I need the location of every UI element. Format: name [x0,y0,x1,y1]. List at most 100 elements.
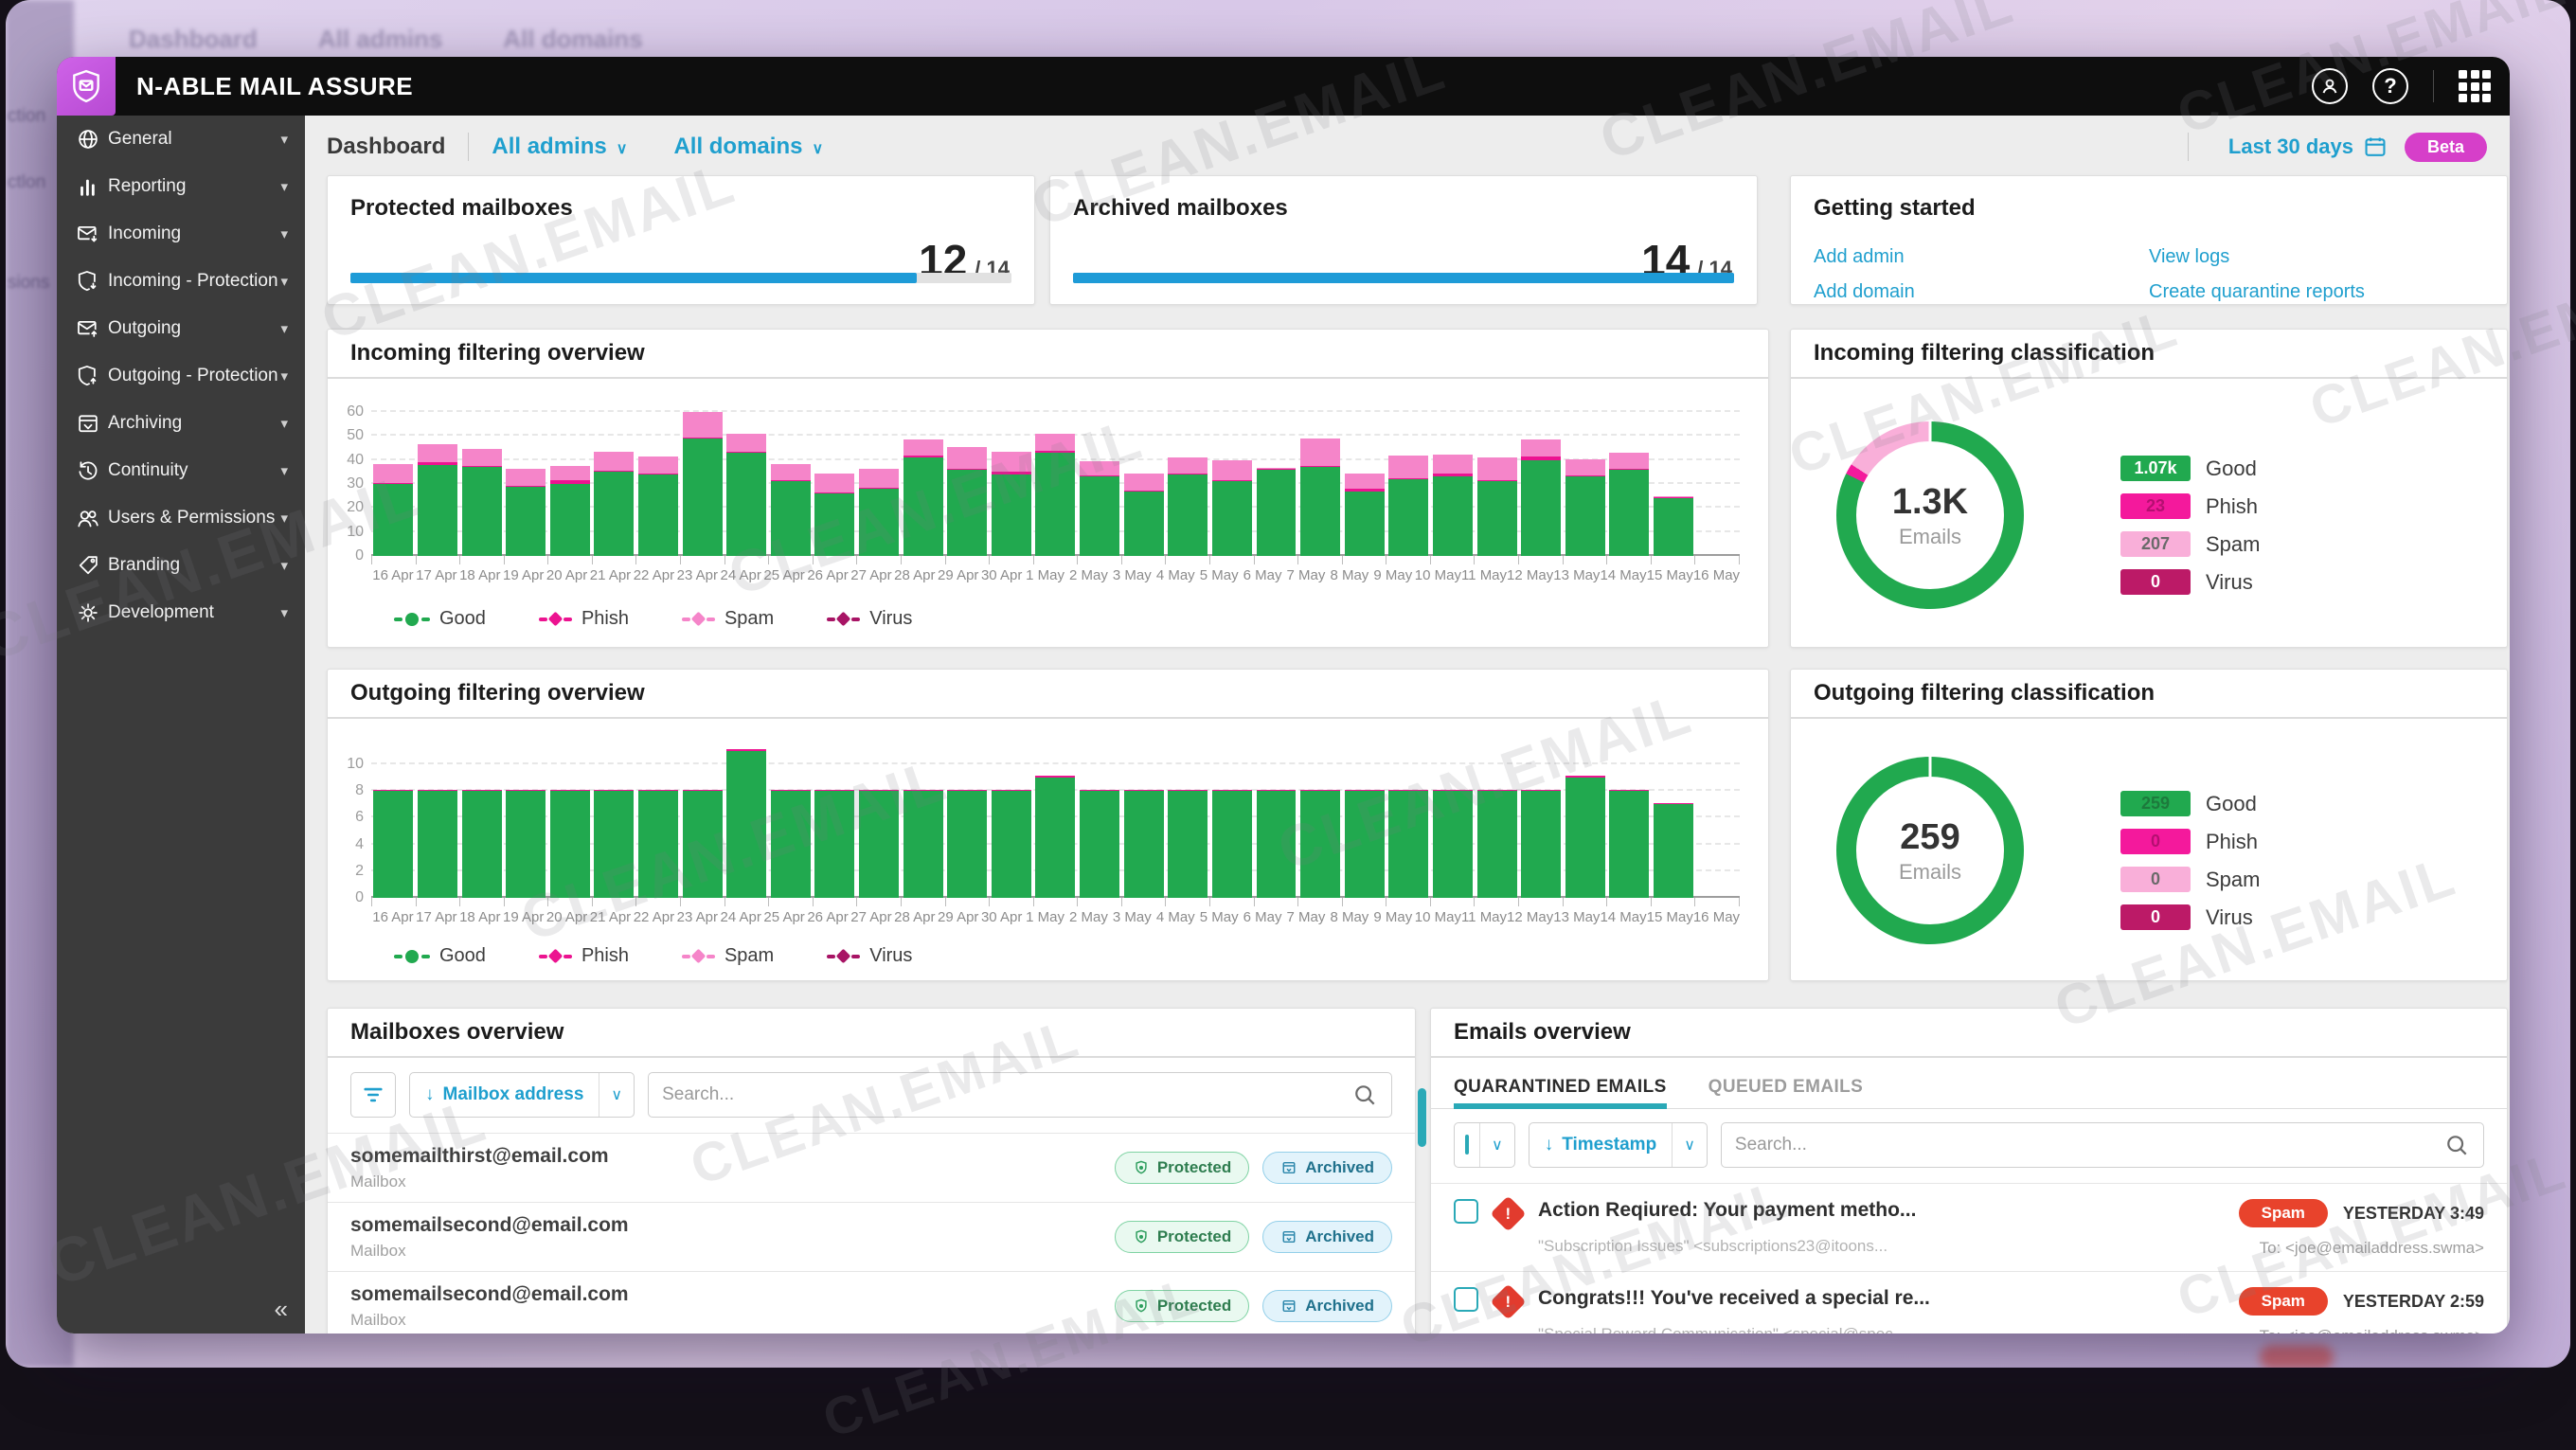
bar-segment-good [726,453,766,556]
bar-segment-phish [1345,489,1385,492]
getting-started-link[interactable]: View logs [2149,246,2484,268]
sidebar-item-outgoing-protection[interactable]: Outgoing - Protection▾ [57,352,305,400]
domain-filter-dropdown[interactable]: All domains∨ [673,134,823,160]
date-range-picker[interactable]: Last 30 days [2228,134,2388,159]
x-tick-label: 13 May [1553,567,1600,583]
y-tick-label: 0 [330,547,364,564]
chevron-down-icon[interactable]: ∨ [599,1073,634,1117]
bar-segment-good [550,791,590,898]
bar-segment-spam [903,439,943,455]
getting-started-card: Getting started Add adminAdd domain View… [1790,175,2508,305]
mailbox-address: somemailsecond@email.com [350,1214,629,1237]
bar-segment-spam [771,464,811,481]
bar-segment-phish [992,472,1031,474]
search-icon[interactable] [1352,1083,1378,1108]
warning-diamond-icon: ! [1490,1195,1526,1231]
mailbox-search-input[interactable] [662,1084,1352,1105]
select-all-checkbox[interactable] [1465,1135,1469,1155]
bar-segment-phish [947,790,987,792]
email-checkbox[interactable] [1454,1287,1478,1312]
sidebar-item-development[interactable]: Development▾ [57,589,305,636]
sidebar-item-continuity[interactable]: Continuity▾ [57,447,305,494]
help-icon[interactable]: ? [2372,68,2408,104]
bar-4-may [1166,764,1210,898]
chevron-down-icon[interactable]: ∨ [1479,1123,1514,1167]
x-tick-label: 24 Apr [719,909,762,925]
donut-total-label: Emails [1899,860,1961,885]
bar-segment-spam [1080,461,1119,475]
x-tick-label: 23 Apr [675,567,719,583]
app-grid-icon[interactable] [2459,70,2491,102]
sidebar-item-branding[interactable]: Branding▾ [57,542,305,589]
sidebar-item-archiving[interactable]: Archiving▾ [57,400,305,447]
x-tick-label: 19 Apr [502,909,546,925]
app-logo[interactable] [57,57,116,116]
email-search-input[interactable] [1735,1135,2444,1155]
email-main: Congrats!!! You've received a special re… [1538,1287,2222,1334]
bar-segment-good [1257,470,1297,556]
email-sort-dropdown[interactable]: ↓Timestamp ∨ [1529,1122,1708,1168]
badge-label: Protected [1157,1227,1231,1246]
bar-segment-good [462,467,502,556]
sidebar-item-users-permissions[interactable]: Users & Permissions▾ [57,494,305,542]
bar-segment-good [1433,791,1473,898]
donut-legend-row-spam: 0Spam [2120,867,2260,892]
chevron-down-icon[interactable]: ∨ [1672,1123,1707,1167]
filter-icon [361,1083,385,1107]
chevron-down-icon: ∨ [812,139,823,158]
search-icon[interactable] [2444,1133,2470,1158]
getting-started-link[interactable]: Add admin [1814,246,2149,268]
bar-27-apr [857,764,902,898]
email-row[interactable]: !Action Reqiured: Your payment metho..."… [1431,1183,2507,1271]
getting-started-link[interactable]: Create quarantine reports [2149,281,2484,303]
getting-started-link[interactable]: Add domain [1814,281,2149,303]
select-all-dropdown[interactable]: ∨ [1454,1122,1515,1168]
sidebar-item-incoming[interactable]: Incoming▾ [57,210,305,258]
bar-segment-phish [1433,790,1473,792]
bar-13-may [1563,764,1607,898]
bar-10-may [1431,764,1476,898]
sidebar-item-reporting[interactable]: Reporting▾ [57,163,305,210]
protected-icon [1133,1298,1150,1315]
bar-segment-good [771,481,811,556]
x-tick-label: 3 May [1110,567,1154,583]
bar-segment-spam [1257,468,1297,469]
tab-quarantined-emails[interactable]: QUARANTINED EMAILS [1454,1065,1667,1108]
bar-30-apr [990,764,1034,898]
x-tick-label: 29 Apr [937,909,980,925]
email-checkbox[interactable] [1454,1199,1478,1224]
bar-7-may [1298,764,1343,898]
mailbox-row[interactable]: somemailsecond@email.comMailboxProtected… [328,1271,1415,1334]
mailbox-info: somemailsecond@email.comMailbox [350,1283,629,1330]
mailbox-row[interactable]: somemailthirst@email.comMailboxProtected… [328,1133,1415,1202]
bar-segment-good [683,791,723,898]
tab-queued-emails[interactable]: QUEUED EMAILS [1708,1065,1864,1108]
email-row[interactable]: !Congrats!!! You've received a special r… [1431,1271,2507,1334]
account-icon[interactable] [2312,68,2348,104]
bar-14-may [1607,412,1652,556]
x-tick-label: 30 Apr [980,567,1024,583]
bar-segment-spam [1521,439,1561,456]
donut-legend-label: Spam [2206,532,2260,557]
chevron-down-icon: ▾ [280,320,288,337]
sidebar-item-outgoing[interactable]: Outgoing▾ [57,305,305,352]
bar-segment-good [992,474,1031,556]
bar-segment-phish [1300,466,1340,467]
sidebar-item-incoming-protection[interactable]: Incoming - Protection▾ [57,258,305,305]
bar-segment-phish [506,486,546,487]
bar-21-apr [592,764,636,898]
protected-icon [1133,1159,1150,1176]
chevron-down-icon: ▾ [280,462,288,479]
sidebar-item-general[interactable]: General▾ [57,116,305,163]
admin-filter-dropdown[interactable]: All admins∨ [492,134,627,160]
mailbox-row[interactable]: somemailsecond@email.comMailboxProtected… [328,1202,1415,1271]
x-tick-label: 20 Apr [546,909,589,925]
scrollbar-thumb[interactable] [1418,1088,1426,1147]
donut-total-label: Emails [1899,525,1961,549]
sidebar-collapse-button[interactable]: « [275,1295,288,1324]
mailbox-sort-dropdown[interactable]: ↓Mailbox address ∨ [409,1072,635,1118]
chart-plot-area: 0246810 [371,764,1740,898]
chevron-down-icon: ▾ [280,225,288,242]
bar-segment-good [683,439,723,556]
filter-button[interactable] [350,1072,396,1118]
